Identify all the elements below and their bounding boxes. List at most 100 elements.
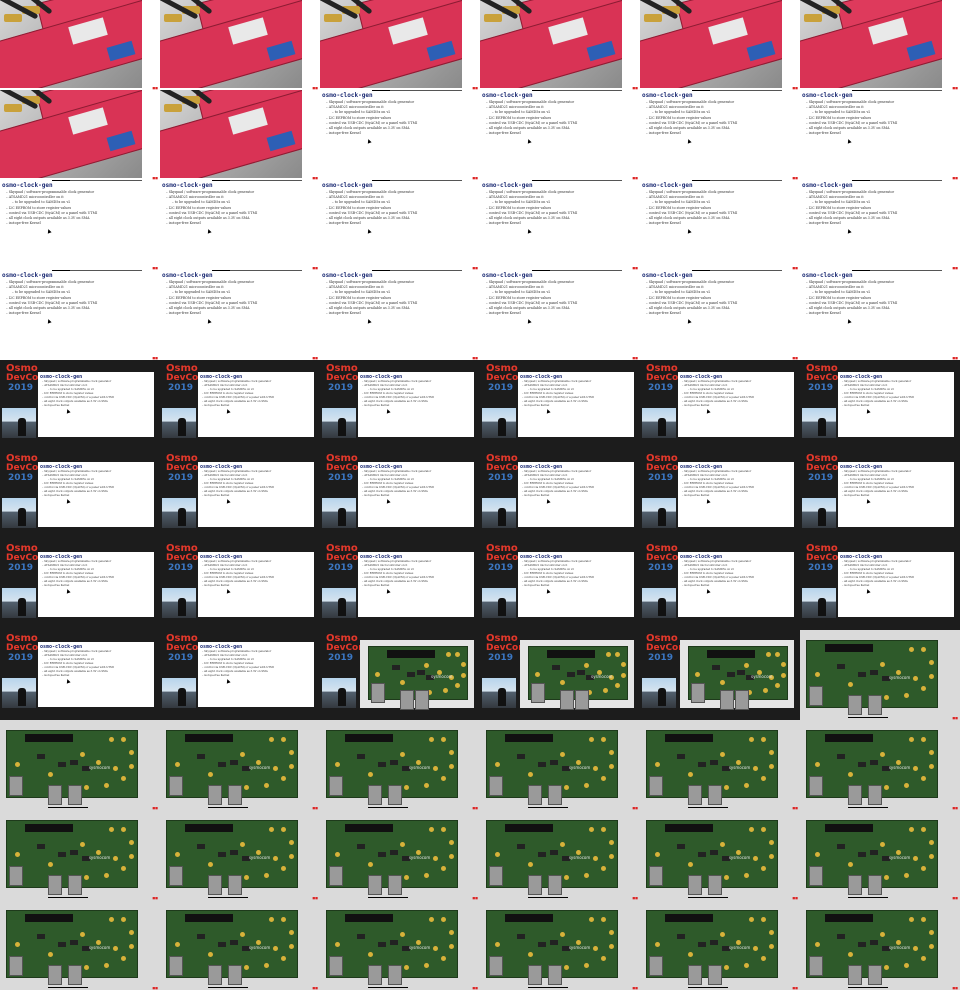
logo-line1: Osmo — [6, 453, 38, 464]
bullet-list: – Skyquad / software-programmable clock … — [326, 100, 417, 136]
bullet-item: – all eight clock outputs available as 3… — [42, 670, 108, 673]
bullet-item: – Skyquad / software-programmable clock … — [166, 190, 255, 194]
slide-title: osmo-clock-gen — [40, 554, 83, 560]
logo-line1: Osmo — [326, 363, 358, 374]
bullet-item: – all eight clock outputs available as 3… — [6, 306, 90, 311]
logo-line2: DevCon — [646, 553, 685, 563]
slide: osmo-clock-gen – Skyquad / software-prog… — [198, 552, 314, 617]
thumbnail-photo: ■■ — [320, 0, 480, 90]
slide-rule — [852, 270, 942, 271]
bullet-item: – ATSAMD21 microcontroller on it — [42, 654, 88, 657]
page-number: ■■ — [792, 896, 798, 900]
bullet-item: – Skyquad / software-programmable clock … — [362, 560, 432, 563]
slide: osmo-clock-gen – Skyquad / software-prog… — [480, 180, 622, 268]
bullet-item: – to be upgraded to SAMD5x on v2 — [848, 478, 894, 481]
thumbnail-photo: ■■ — [0, 0, 160, 90]
bullet-item: – all eight clock outputs available as 3… — [326, 216, 410, 221]
scale-bar — [368, 807, 408, 808]
bullet-item: – isotope-free Kernel — [806, 131, 841, 136]
logo-line1: Osmo — [486, 633, 518, 644]
bullet-item: – Skyquad / software-programmable clock … — [326, 280, 415, 284]
bullet-item: – to be upgraded to SAMD5x on v2 — [492, 110, 551, 115]
bullet-item: – control via USB-CDC (ttyACM) or a pane… — [362, 396, 434, 399]
logo-line1: Osmo — [6, 363, 38, 374]
bullet-list: – Skyquad / software-programmable clock … — [42, 470, 114, 498]
mouse-cursor-icon — [385, 588, 391, 594]
slide: osmo-clock-gen – Skyquad / software-prog… — [800, 270, 942, 358]
bullet-item: – I2C EEPROM to store register values — [6, 205, 72, 210]
slide: osmo-clock-gen – Skyquad / software-prog… — [320, 270, 462, 358]
pcb-render: sysmocom — [326, 910, 458, 985]
slide: osmo-clock-gen – Skyquad / software-prog… — [160, 270, 302, 358]
speaker-camera — [322, 498, 356, 528]
logo-line2: DevCon — [6, 553, 45, 563]
pcb-render: sysmocom — [6, 910, 138, 985]
logo-year: 2019 — [168, 653, 194, 663]
conference-sidebar: Osmo DevCon 2019 — [320, 540, 365, 630]
page-number: ■■ — [632, 86, 638, 90]
thumbnail-conf: Osmo DevCon 2019 osmo-clock-gen – Skyqua… — [0, 540, 160, 630]
pcb-render: sysmocom — [166, 730, 298, 805]
page-number: ■■ — [952, 806, 958, 810]
slide-title: osmo-clock-gen — [162, 272, 213, 279]
bullet-item: – all eight clock outputs available as 3… — [842, 580, 908, 583]
bullet-item: – I2C EEPROM to store register values — [806, 295, 872, 300]
slide: osmo-clock-gen – Skyquad / software-prog… — [320, 180, 462, 268]
bullet-item: – control via USB-CDC (ttyACM) or a pane… — [362, 576, 434, 579]
mouse-cursor-icon — [865, 408, 871, 414]
logo-year: 2019 — [488, 653, 514, 663]
thumbnail-slide: osmo-clock-gen – Skyquad / software-prog… — [800, 270, 960, 360]
pcb-silkscreen: sysmocom — [888, 675, 911, 680]
slide-title: osmo-clock-gen — [482, 182, 533, 189]
pcb-slide: sysmocom — [520, 640, 634, 710]
mouse-cursor-icon — [206, 228, 212, 234]
page-number: ■■ — [152, 86, 158, 90]
bullet-item: – control via USB-CDC (ttyACM) or a pane… — [682, 396, 754, 399]
slide-title: osmo-clock-gen — [520, 554, 563, 560]
bullet-item: – ATSAMD21 microcontroller on it — [6, 195, 64, 200]
logo-line2: DevCon — [806, 553, 845, 563]
bullet-item: – all eight clock outputs available as 3… — [522, 580, 588, 583]
thumbnail-photo: ■■ — [160, 90, 320, 180]
page-number: ■■ — [952, 716, 958, 720]
logo-line1: Osmo — [486, 363, 518, 374]
board-photo — [320, 0, 462, 88]
thumbnail-pcb: sysmocom ■■ — [160, 720, 320, 810]
logo-line1: Osmo — [646, 543, 678, 554]
pcb-render: sysmocom — [646, 730, 778, 805]
bullet-item: – I2C EEPROM to store register values — [486, 205, 552, 210]
slide-rule — [212, 270, 302, 271]
pcb-silkscreen: sysmocom — [88, 945, 111, 950]
page-number: ■■ — [312, 356, 318, 360]
bullet-item: – I2C EEPROM to store register values — [42, 662, 94, 665]
slide-rule — [372, 180, 462, 181]
slide: osmo-clock-gen – Skyquad / software-prog… — [38, 372, 154, 437]
thumbnail-conf: Osmo DevCon 2019 osmo-clock-gen – Skyqua… — [320, 360, 480, 450]
thumbnail-conf: Osmo DevCon 2019 osmo-clock-gen – Skyqua… — [160, 450, 320, 540]
bullet-item: – all eight clock outputs available as 3… — [42, 490, 108, 493]
bullet-item: – I2C EEPROM to store register values — [202, 482, 254, 485]
bullet-item: – ATSAMD21 microcontroller on it — [646, 285, 704, 290]
logo-line1: Osmo — [806, 453, 838, 464]
bullet-item: – control via USB-CDC (ttyACM) or a pane… — [806, 300, 898, 305]
bullet-item: – all eight clock outputs available as 3… — [486, 126, 570, 131]
scale-bar — [528, 987, 568, 988]
slide: osmo-clock-gen – Skyquad / software-prog… — [678, 552, 794, 617]
speaker-camera — [642, 588, 676, 618]
bullet-item: – I2C EEPROM to store register values — [486, 295, 552, 300]
bullet-item: – to be upgraded to SAMD5x on v2 — [812, 110, 871, 115]
bullet-item: – to be upgraded to SAMD5x on v2 — [368, 388, 414, 391]
slide-title: osmo-clock-gen — [680, 554, 723, 560]
scale-bar — [848, 717, 888, 718]
slide-rule — [692, 180, 782, 181]
bullet-item: – control via USB-CDC (ttyACM) or a pane… — [806, 210, 898, 215]
bullet-item: – Skyquad / software-programmable clock … — [806, 280, 895, 284]
bullet-item: – I2C EEPROM to store register values — [842, 482, 894, 485]
page-number: ■■ — [792, 176, 798, 180]
thumbnail-pcb: sysmocom ■■ — [160, 900, 320, 990]
logo-year: 2019 — [648, 563, 674, 573]
bullet-list: – Skyquad / software-programmable clock … — [42, 560, 114, 588]
bullet-item: – all eight clock outputs available as 3… — [522, 490, 588, 493]
page-number: ■■ — [952, 86, 958, 90]
scale-bar — [848, 987, 888, 988]
